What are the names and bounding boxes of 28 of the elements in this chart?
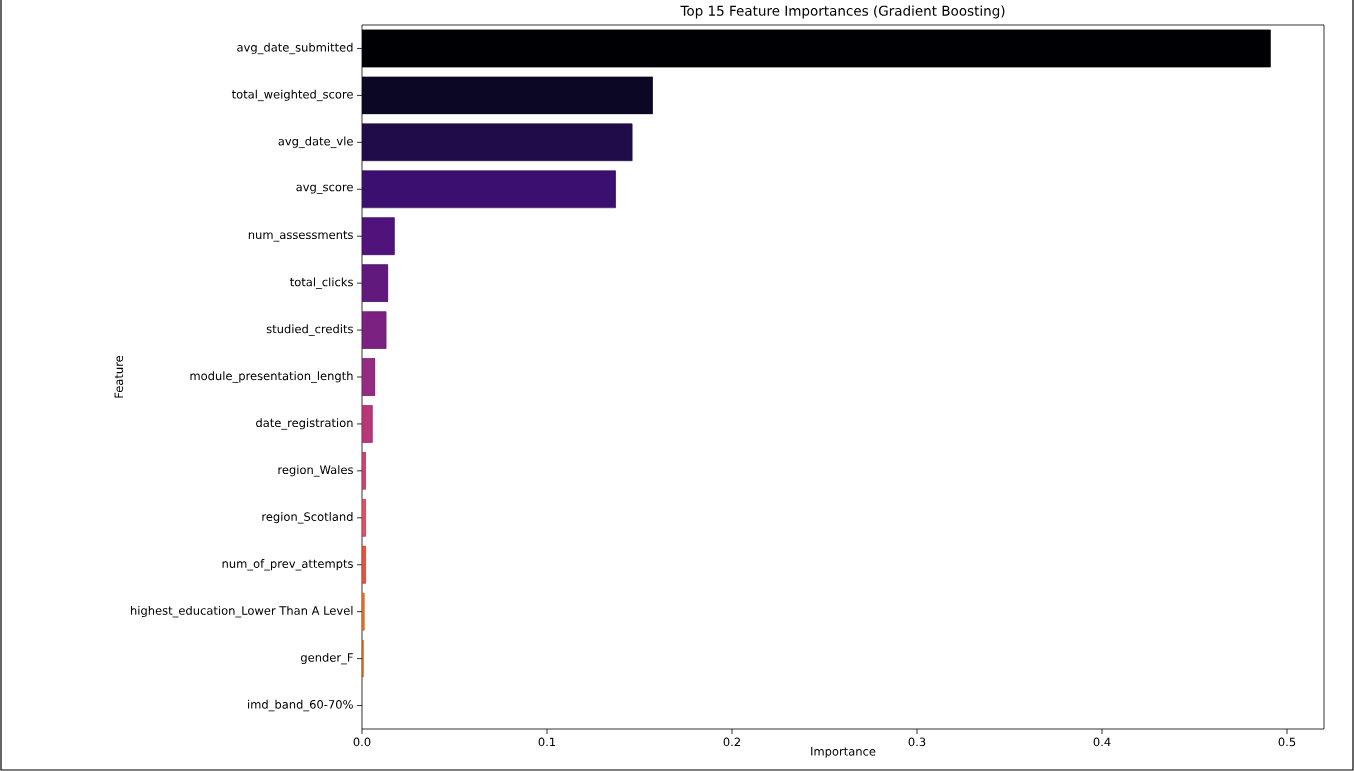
x-tick-label: 0.1 [538,737,556,747]
x-tick-label: 0.2 [723,737,740,747]
y-tick-label: region_Scotland [262,512,353,524]
y-tick-label: total_weighted_score [231,89,353,102]
bar [362,451,367,490]
y-tick-label: num_assessments [248,230,353,242]
y-tick-label: num_of_prev_attempts [222,559,353,571]
x-tick-label: 0.0 [353,737,371,747]
bar [362,498,367,537]
y-tick-label: studied_credits [266,324,353,336]
y-tick-label: date_registration [256,418,353,430]
chart-title: Top 15 Feature Importances (Gradient Boosting) [680,5,1005,19]
y-tick-label: avg_score [296,184,353,194]
y-tick-label: highest_education_Lower Than A Level [131,605,353,618]
y-tick-label: total_clicks [290,277,353,289]
bar [362,264,389,303]
x-tick-label: 0.5 [1278,737,1296,747]
y-tick-label: avg_date_vle [278,136,353,149]
y-tick-label: imd_band_60-70% [248,699,353,712]
bar [362,76,653,115]
y-tick-label: avg_date_submitted [237,42,353,55]
x-tick-label: 0.3 [908,737,926,747]
x-axis-title: Importance [811,747,876,758]
y-tick-label: region_Wales [278,465,353,477]
y-tick-label: gender_F [300,652,353,665]
y-tick-label: module_presentation_length [190,371,353,383]
x-tick-label: 0.4 [1093,737,1111,747]
y-axis-title: Feature [114,355,124,398]
